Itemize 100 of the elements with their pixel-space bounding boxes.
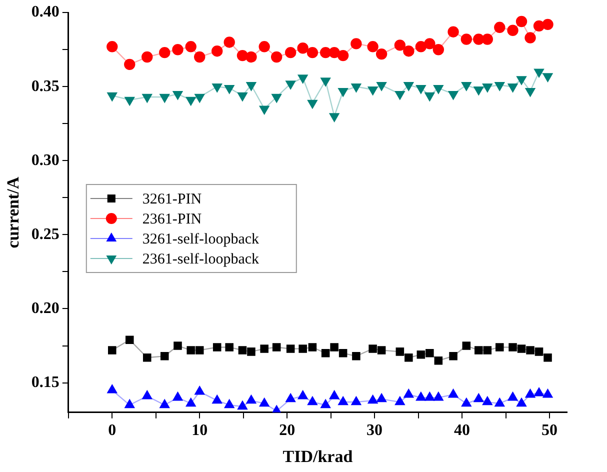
point xyxy=(174,342,182,350)
point xyxy=(172,44,184,56)
point xyxy=(238,346,247,354)
point xyxy=(474,86,484,96)
point xyxy=(142,51,153,63)
point xyxy=(376,48,388,60)
point xyxy=(124,58,136,70)
point xyxy=(368,86,378,96)
point xyxy=(185,41,196,52)
point xyxy=(124,96,135,106)
legend-label: 2361-self-loopback xyxy=(142,251,260,268)
x-tick-label: 50 xyxy=(542,422,558,440)
point xyxy=(517,344,526,353)
point xyxy=(534,388,544,396)
point xyxy=(403,46,414,57)
point xyxy=(308,396,318,406)
point xyxy=(525,88,536,97)
point xyxy=(376,82,386,91)
point xyxy=(284,46,296,58)
point xyxy=(482,34,493,45)
y-tick-label: 0.40 xyxy=(31,4,60,21)
point xyxy=(516,16,528,28)
point xyxy=(350,38,362,50)
point xyxy=(404,82,414,91)
point xyxy=(415,41,427,52)
point xyxy=(394,40,406,51)
point xyxy=(396,348,404,356)
point xyxy=(160,94,170,103)
point xyxy=(394,90,405,100)
y-tick-label: 0.35 xyxy=(31,78,60,95)
point xyxy=(542,389,553,398)
point xyxy=(416,392,426,401)
point xyxy=(482,84,492,92)
point xyxy=(507,24,518,36)
point xyxy=(142,353,152,362)
point xyxy=(107,92,118,102)
point xyxy=(542,18,554,30)
point xyxy=(433,392,444,401)
point xyxy=(320,399,331,408)
point xyxy=(286,344,295,353)
point xyxy=(544,353,552,362)
point xyxy=(526,346,534,354)
x-axis-title: TID/krad xyxy=(282,447,354,466)
point xyxy=(194,386,205,395)
point xyxy=(212,343,222,352)
point xyxy=(246,394,256,404)
point xyxy=(329,390,340,400)
point xyxy=(473,34,484,45)
point xyxy=(186,398,196,407)
point xyxy=(224,399,234,408)
point xyxy=(186,346,195,354)
point xyxy=(542,73,553,82)
point xyxy=(286,80,296,90)
point xyxy=(432,44,444,56)
point xyxy=(297,42,308,54)
y-tick-label: 0.30 xyxy=(31,152,60,169)
x-tick-label: 10 xyxy=(192,422,208,440)
point xyxy=(238,400,248,410)
point xyxy=(212,84,222,92)
point xyxy=(508,392,518,401)
point xyxy=(525,389,536,398)
point xyxy=(298,390,308,400)
point xyxy=(483,346,492,354)
point xyxy=(272,343,281,352)
point xyxy=(258,41,270,52)
point xyxy=(482,396,492,406)
point xyxy=(462,342,471,350)
point xyxy=(508,84,518,92)
point xyxy=(246,51,257,63)
point xyxy=(404,389,414,398)
point xyxy=(416,85,426,94)
y-tick-label: 0.20 xyxy=(31,300,60,317)
point xyxy=(434,356,443,365)
point xyxy=(260,344,268,353)
point xyxy=(172,392,183,401)
y-tick-label: 0.15 xyxy=(31,374,60,391)
point xyxy=(367,41,378,52)
point xyxy=(329,113,340,122)
y-axis-title: current/A xyxy=(4,176,23,248)
point xyxy=(516,76,526,85)
point xyxy=(338,396,348,406)
point xyxy=(416,350,426,359)
point xyxy=(225,343,234,352)
y-tick-label: 0.25 xyxy=(31,226,60,243)
point xyxy=(186,96,196,106)
point xyxy=(494,398,505,407)
point xyxy=(424,38,436,50)
point xyxy=(160,399,170,408)
point xyxy=(195,346,204,354)
point xyxy=(376,393,386,402)
point xyxy=(108,346,116,354)
x-tick-label: 30 xyxy=(366,422,383,440)
point xyxy=(272,94,282,103)
point xyxy=(194,51,206,63)
point xyxy=(461,398,472,407)
point xyxy=(259,106,270,114)
point xyxy=(321,349,330,358)
point xyxy=(107,384,118,394)
point xyxy=(474,393,484,402)
point xyxy=(306,46,318,58)
